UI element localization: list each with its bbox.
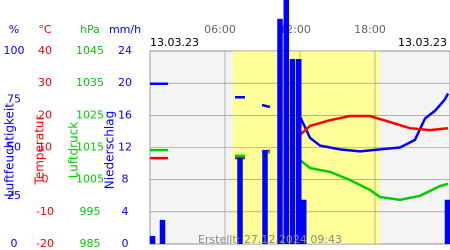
y-tick-label: 12 [118,141,132,154]
precip-bar [296,59,302,244]
precip-bar [237,157,243,244]
precip-bar [289,59,296,244]
y-tick-label: 24 [118,44,132,57]
y-tick-label: 0 [42,173,49,186]
axis-unit: mm/h [109,23,141,36]
y-tick-label: 100 [4,44,25,57]
y-tick-label: 0 [11,237,18,250]
precip-bar [159,219,166,244]
precip-bar [262,149,268,244]
precip-bar [277,18,283,245]
y-tick-label: 40 [38,44,52,57]
y-tick-label: 1015 [76,141,104,154]
axis-label: Luftdruck [67,122,81,179]
y-tick-label: 20 [38,108,52,121]
y-tick-label: 4 [122,205,129,218]
precip-bar [301,199,307,244]
date-right: 13.03.23 [398,36,447,49]
y-tick-label: 1045 [76,44,104,57]
y-tick-label: 1025 [76,108,104,121]
axis-label: Niederschlag [103,111,117,189]
x-tick-label: 18:00 [354,23,386,36]
y-tick-label: 8 [122,173,129,186]
axis-unit: hPa [80,23,100,36]
precip-bar [283,0,289,245]
y-tick-label: 25 [7,189,21,202]
x-tick-label: 06:00 [204,23,236,36]
y-tick-label: 30 [38,76,52,89]
footer: Erstellt: 27.12.2024 09:43 [198,233,342,246]
y-tick-label: -10 [36,205,54,218]
y-tick-label: 10 [38,141,52,154]
y-tick-label: 985 [80,237,101,250]
series-line [150,148,449,202]
axis-label: Luftfeuchtigkeit [3,103,17,197]
y-tick-label: 0 [122,237,129,250]
y-tick-label: 75 [7,92,21,105]
date-left: 13.03.23 [150,36,199,49]
axis-unit: °C [38,23,52,36]
y-tick-label: 995 [80,205,101,218]
axis-label: Temperatur [33,115,47,185]
y-tick-label: 1005 [76,173,104,186]
y-tick-label: 1035 [76,76,104,89]
y-tick-label: 16 [118,108,132,121]
axis-unit: % [9,23,19,36]
y-tick-label: -20 [36,237,54,250]
precip-bar [444,199,450,244]
series-line [150,82,450,153]
precip-bar [149,235,156,244]
y-tick-label: 50 [7,141,21,154]
y-tick-label: 20 [118,76,132,89]
